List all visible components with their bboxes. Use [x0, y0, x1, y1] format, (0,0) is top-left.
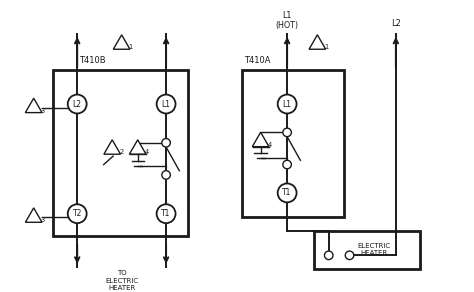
Circle shape [345, 251, 354, 260]
Polygon shape [129, 140, 146, 154]
Text: T1: T1 [283, 188, 292, 197]
Text: T410B: T410B [79, 56, 106, 65]
Polygon shape [26, 208, 42, 222]
Bar [53, 70, 188, 237]
Circle shape [162, 138, 170, 147]
Text: 1: 1 [129, 44, 133, 50]
Circle shape [283, 128, 292, 137]
Text: L1: L1 [283, 100, 292, 109]
Bar [314, 231, 419, 269]
Circle shape [156, 204, 175, 223]
Text: 3: 3 [41, 217, 45, 223]
Text: L2: L2 [73, 100, 82, 109]
Text: 2: 2 [119, 149, 124, 155]
Text: L1
(HOT): L1 (HOT) [275, 11, 299, 30]
Circle shape [278, 183, 297, 202]
Circle shape [283, 160, 292, 169]
Bar [242, 70, 344, 218]
Circle shape [156, 95, 175, 114]
Circle shape [68, 204, 87, 223]
Text: T410A: T410A [244, 56, 270, 65]
Text: TO
ELECTRIC
HEATER: TO ELECTRIC HEATER [105, 270, 138, 291]
Text: T1: T1 [161, 209, 171, 218]
Circle shape [68, 95, 87, 114]
Circle shape [162, 171, 170, 179]
Text: ELECTRIC
HEATER: ELECTRIC HEATER [357, 243, 391, 256]
Circle shape [325, 251, 333, 260]
Circle shape [278, 95, 297, 114]
Text: L2: L2 [391, 19, 401, 28]
Text: 4: 4 [268, 142, 272, 147]
Text: 1: 1 [324, 44, 328, 50]
Text: T2: T2 [73, 209, 82, 218]
Polygon shape [104, 140, 120, 154]
Polygon shape [26, 98, 42, 113]
Polygon shape [113, 35, 130, 49]
Polygon shape [252, 132, 269, 147]
Text: 3: 3 [41, 107, 45, 114]
Text: 4: 4 [145, 149, 149, 155]
Polygon shape [309, 35, 326, 49]
Text: L1: L1 [162, 100, 171, 109]
